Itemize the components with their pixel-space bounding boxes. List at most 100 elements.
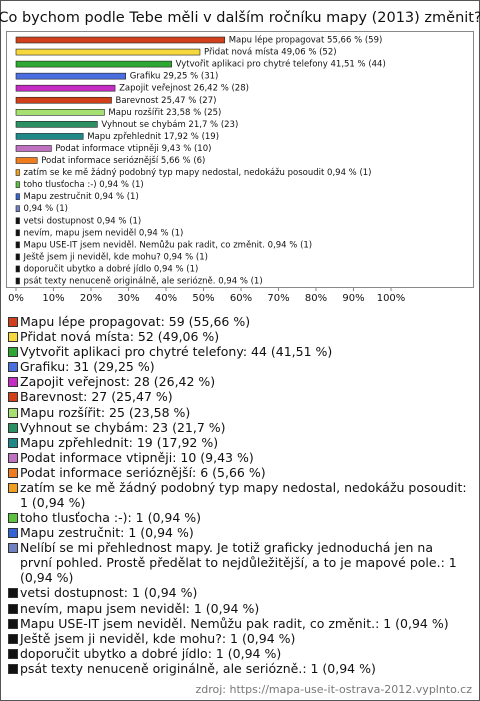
bar-label: zatím se ke mě žádný podobný typ mapy ne… [24, 168, 372, 178]
legend-entry: Mapu zestručnit: 1 (0,94 %) [8, 525, 468, 540]
legend-label: toho tlusťocha :-): 1 (0,94 %) [20, 510, 202, 526]
bar-label: Podat informace serióznější 5,66 % (6) [41, 155, 205, 166]
legend-label: doporučit ubytko a dobré jídlo: 1 (0,94 … [20, 645, 282, 661]
legend-label: nevím, mapu jsem neviděl: 1 (0,94 %) [20, 600, 260, 616]
legend-marker [8, 407, 18, 418]
bar-label: Vyhnout se chybám 21,7 % (23) [101, 120, 238, 130]
x-tick-label: 10% [42, 293, 64, 304]
bar-label: Grafiku 29,25 % (31) [130, 72, 219, 82]
x-tick-label: 80% [305, 293, 327, 304]
legend-entry: Barevnost: 27 (25,47 %) [8, 389, 468, 404]
x-tick-label: 100% [377, 293, 406, 304]
legend-marker [8, 437, 18, 448]
legend-marker [8, 467, 18, 478]
bar [15, 84, 116, 92]
legend-label: Přidat nová místa: 52 (49,06 %) [20, 329, 220, 345]
bar [15, 36, 226, 44]
legend-entry: Vytvořit aplikaci pro chytré telefony: 4… [8, 344, 468, 359]
bar [15, 109, 105, 116]
legend-entry: psát texty nenuceně originálně, ale seri… [8, 661, 468, 676]
bar [15, 48, 201, 56]
bar [15, 169, 20, 176]
bar-label: doporučit ubytko a dobré jídlo 0,94 % (1… [24, 263, 199, 274]
legend-label: Mapu lépe propagovat: 59 (55,66 %) [20, 314, 251, 329]
legend-entry: Grafiku: 31 (29,25 %) [8, 359, 468, 374]
bar [15, 229, 20, 237]
legend-entry: Nelíbí se mi přehlednost mapy. Je totiž … [8, 540, 468, 585]
legend-entry: zatím se ke mě žádný podobný typ mapy ne… [8, 480, 468, 510]
legend-marker [8, 362, 18, 373]
bar-label: vetsi dostupnost 0,94 % (1) [24, 216, 142, 226]
bar-label: Zapojit veřejnost 26,42 % (28) [119, 84, 249, 94]
legend-marker [8, 663, 18, 674]
bar [15, 96, 112, 104]
bar [15, 253, 20, 261]
bar [15, 277, 20, 285]
x-tick-label: 20% [80, 293, 102, 304]
legend-label: Nelíbí se mi přehlednost mapy. Je totiž … [20, 540, 457, 586]
legend-marker [8, 648, 18, 659]
legend-marker [8, 317, 18, 327]
bar [15, 145, 52, 152]
legend-marker [8, 618, 18, 629]
bar-label: Mapu zpřehlednit 17,92 % (19) [87, 132, 219, 142]
legend-marker [8, 392, 18, 403]
legend-entry: nevím, mapu jsem neviděl: 1 (0,94 %) [8, 601, 468, 616]
legend-entry: Mapu rozšířit: 25 (23,58 %) [8, 405, 468, 420]
legend-entry: Mapu zpřehlednit: 19 (17,92 %) [8, 435, 468, 450]
bar-label: Mapu lépe propagovat 55,66 % (59) [229, 35, 383, 46]
legend-entry: Mapu lépe propagovat: 59 (55,66 %) [8, 314, 468, 329]
legend: Mapu lépe propagovat: 59 (55,66 %) Přidat… [8, 314, 468, 676]
legend-label: Barevnost: 27 (25,47 %) [20, 389, 173, 405]
bar [15, 133, 84, 140]
x-tick-label: 70% [267, 293, 289, 304]
x-tick-label: 40% [155, 293, 177, 304]
bar [15, 60, 172, 68]
legend-marker [8, 422, 18, 433]
bar-label: 0,94 % (1) [24, 204, 68, 214]
legend-marker [8, 528, 18, 539]
legend-entry: Mapu USE-IT jsem neviděl. Nemůžu pak rad… [8, 616, 468, 631]
legend-label: Zapojit veřejnost: 28 (26,42 %) [20, 374, 216, 390]
legend-label: Grafiku: 31 (29,25 %) [20, 359, 155, 375]
legend-marker [8, 603, 18, 614]
legend-label: Podat informace serióznější: 6 (5,66 %) [20, 464, 266, 480]
bar [15, 121, 98, 128]
bar [15, 241, 20, 249]
legend-label: zatím se ke mě žádný podobný typ mapy ne… [20, 480, 467, 511]
legend-entry: toho tlusťocha :-): 1 (0,94 %) [8, 510, 468, 525]
legend-marker [8, 633, 18, 644]
bar-label: toho tlusťocha :-) 0,94 % (1) [24, 180, 144, 190]
legend-label: Mapu rozšířit: 25 (23,58 %) [20, 404, 191, 420]
bar-label: Podat informace vtipněji 9,43 % (10) [55, 144, 211, 154]
legend-entry: doporučit ubytko a dobré jídlo: 1 (0,94 … [8, 646, 468, 661]
legend-label: Podat informace vtipněji: 10 (9,43 %) [20, 449, 254, 465]
legend-label: Vytvořit aplikaci pro chytré telefony: 4… [20, 344, 333, 360]
bar [15, 157, 38, 164]
legend-label: Ještě jsem ji neviděl, kde mohu?: 1 (0,9… [20, 630, 296, 646]
bar-label: Vytvořit aplikaci pro chytré telefony 41… [176, 59, 386, 70]
legend-entry: Ještě jsem ji neviděl, kde mohu?: 1 (0,9… [8, 631, 468, 646]
bar [15, 205, 20, 212]
legend-entry: Zapojit veřejnost: 28 (26,42 %) [8, 374, 468, 389]
bar [15, 72, 126, 80]
legend-marker [8, 332, 18, 343]
x-tick-label: 90% [342, 293, 364, 304]
legend-entry: Podat informace serióznější: 6 (5,66 %) [8, 465, 468, 480]
legend-marker [8, 543, 18, 554]
legend-entry: vetsi dostupnost: 1 (0,94 %) [8, 585, 468, 600]
legend-marker [8, 347, 18, 358]
bar [15, 217, 20, 225]
legend-label: Mapu zpřehlednit: 19 (17,92 %) [20, 434, 219, 450]
x-tick-label: 0% [8, 293, 24, 304]
x-tick-label: 50% [192, 293, 214, 304]
legend-marker [8, 452, 18, 463]
bar-label: nevím, mapu jsem neviděl 0,94 % (1) [24, 228, 184, 238]
legend-label: Vyhnout se chybám: 23 (21,7 %) [20, 419, 226, 435]
legend-entry: Vyhnout se chybám: 23 (21,7 %) [8, 420, 468, 435]
bar-label: Barevnost 25,47 % (27) [116, 96, 217, 106]
bar-label: Mapu rozšířit 23,58 % (25) [108, 107, 221, 118]
legend-label: Mapu zestručnit: 1 (0,94 %) [20, 525, 194, 541]
bar [15, 265, 20, 273]
